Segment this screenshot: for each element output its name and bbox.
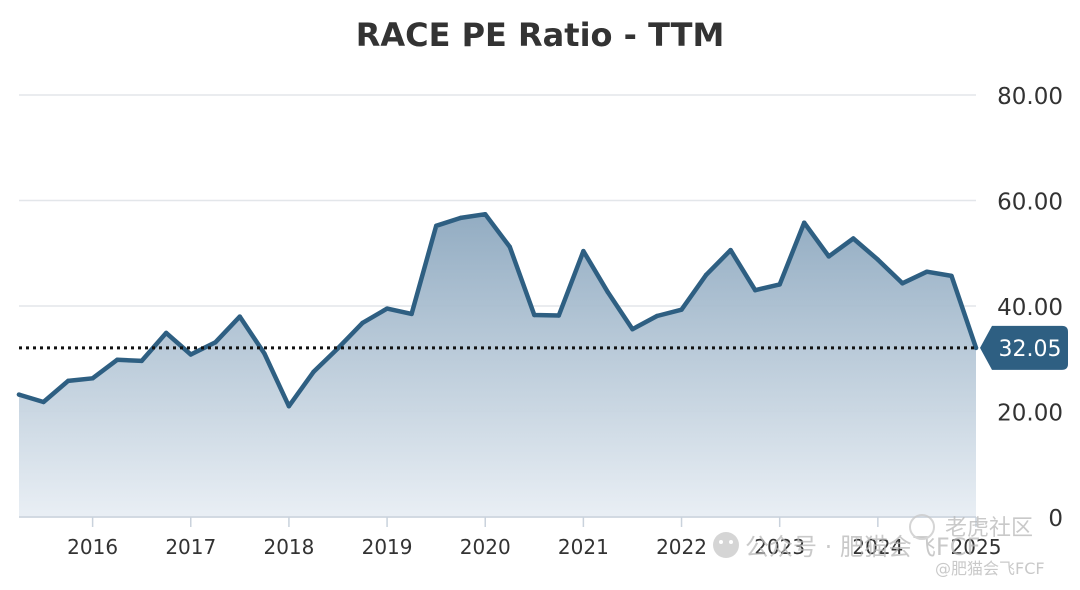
data-point: [581, 248, 586, 254]
x-tick-label: 2025: [951, 535, 1002, 559]
data-point: [483, 212, 488, 217]
data-point: [384, 306, 390, 311]
data-point: [65, 378, 71, 384]
y-axis: 0 20.00 40.00 60.00 80.00: [997, 84, 1063, 532]
data-point: [286, 404, 292, 409]
data-point: [802, 220, 807, 225]
y-tick-label: 60.00: [997, 190, 1063, 216]
last-value-label: 32.05: [999, 337, 1062, 362]
data-point: [16, 392, 22, 397]
y-tick-label: 20.00: [997, 401, 1063, 427]
data-point: [360, 320, 365, 326]
data-point: [679, 307, 684, 312]
data-point: [311, 369, 316, 375]
x-axis: 2016 2017 2018 2019 2020 2021 2022 2023 2024 2025: [19, 516, 1002, 559]
data-point: [851, 236, 856, 241]
x-tick-label: 2016: [67, 535, 118, 559]
data-point: [777, 282, 782, 287]
data-point: [115, 357, 120, 362]
data-point: [507, 244, 512, 250]
data-point: [826, 254, 831, 259]
x-tick-label: 2017: [165, 535, 216, 559]
last-value-flag-shape: [980, 325, 1068, 370]
x-tick-label: 2024: [852, 535, 903, 559]
data-point: [41, 399, 46, 405]
area-layer: [16, 211, 979, 517]
data-point: [630, 327, 635, 332]
x-tick-label: 2021: [558, 535, 609, 559]
chat-icon-eye-right: [729, 540, 733, 544]
x-tick-label: 2020: [460, 535, 511, 559]
data-point: [654, 313, 660, 319]
data-point: [434, 223, 439, 228]
data-point: [409, 311, 414, 317]
data-point: [973, 345, 979, 351]
chart-title: RACE PE Ratio - TTM: [356, 16, 725, 54]
chat-icon: [713, 532, 739, 558]
data-point: [753, 288, 758, 293]
data-point: [164, 330, 169, 336]
data-point: [924, 269, 930, 274]
y-tick-label: 0: [1048, 506, 1063, 532]
data-point: [213, 340, 218, 345]
data-point: [556, 313, 561, 318]
data-point: [90, 376, 95, 381]
data-point: [875, 257, 880, 262]
data-point: [262, 351, 267, 356]
data-point: [188, 352, 193, 357]
tiger-logo-icon: [909, 514, 935, 540]
series-area: [19, 214, 976, 517]
data-point: [458, 215, 463, 221]
data-point: [949, 273, 954, 279]
data-point: [728, 247, 733, 253]
watermark-line2: 老虎社区: [945, 516, 1033, 541]
x-tick-label: 2019: [362, 535, 413, 559]
data-point: [139, 358, 144, 364]
watermark-line3: @肥猫会飞FCF: [935, 559, 1045, 578]
data-point: [900, 281, 905, 286]
x-tick-label: 2022: [656, 535, 707, 559]
data-point: [703, 272, 709, 278]
y-tick-label: 40.00: [997, 295, 1063, 321]
last-value-flag: 32.05: [980, 325, 1068, 370]
watermark: 公众号 · 肥猫会飞FCF 老虎社区 @肥猫会飞FCF: [713, 514, 1045, 578]
x-tick-label: 2023: [754, 535, 805, 559]
watermark-line1: 公众号 · 肥猫会飞FCF: [745, 533, 980, 561]
data-point: [605, 290, 611, 295]
data-point: [532, 312, 537, 318]
chat-icon-eye-left: [719, 540, 723, 544]
x-tick-label: 2018: [263, 535, 314, 559]
y-tick-label: 80.00: [997, 84, 1063, 110]
data-point: [237, 314, 242, 319]
series-line: [16, 211, 979, 409]
